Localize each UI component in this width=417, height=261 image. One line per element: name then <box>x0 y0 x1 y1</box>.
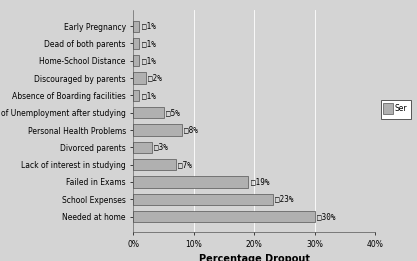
Bar <box>133 38 139 49</box>
Text: □1%: □1% <box>142 39 156 48</box>
Bar <box>133 176 248 188</box>
Bar <box>133 159 176 170</box>
Bar <box>133 73 146 84</box>
Text: □5%: □5% <box>166 108 180 117</box>
Text: □23%: □23% <box>275 195 294 204</box>
Bar <box>133 124 182 136</box>
Bar <box>133 90 139 101</box>
FancyBboxPatch shape <box>381 100 411 119</box>
Bar <box>133 21 139 32</box>
Text: □8%: □8% <box>184 126 198 134</box>
Text: □1%: □1% <box>142 91 156 100</box>
Bar <box>133 211 315 222</box>
Bar <box>133 194 273 205</box>
Text: □19%: □19% <box>251 177 269 186</box>
Bar <box>133 142 152 153</box>
X-axis label: Percentage Dropout: Percentage Dropout <box>199 254 310 261</box>
Text: □1%: □1% <box>142 56 156 65</box>
FancyBboxPatch shape <box>383 103 393 114</box>
Bar <box>133 107 163 118</box>
Text: Ser: Ser <box>394 104 407 112</box>
Text: □3%: □3% <box>154 143 168 152</box>
Text: □2%: □2% <box>148 74 162 82</box>
Text: □30%: □30% <box>317 212 336 221</box>
Text: □1%: □1% <box>142 22 156 31</box>
Text: □7%: □7% <box>178 160 192 169</box>
Bar <box>133 55 139 66</box>
